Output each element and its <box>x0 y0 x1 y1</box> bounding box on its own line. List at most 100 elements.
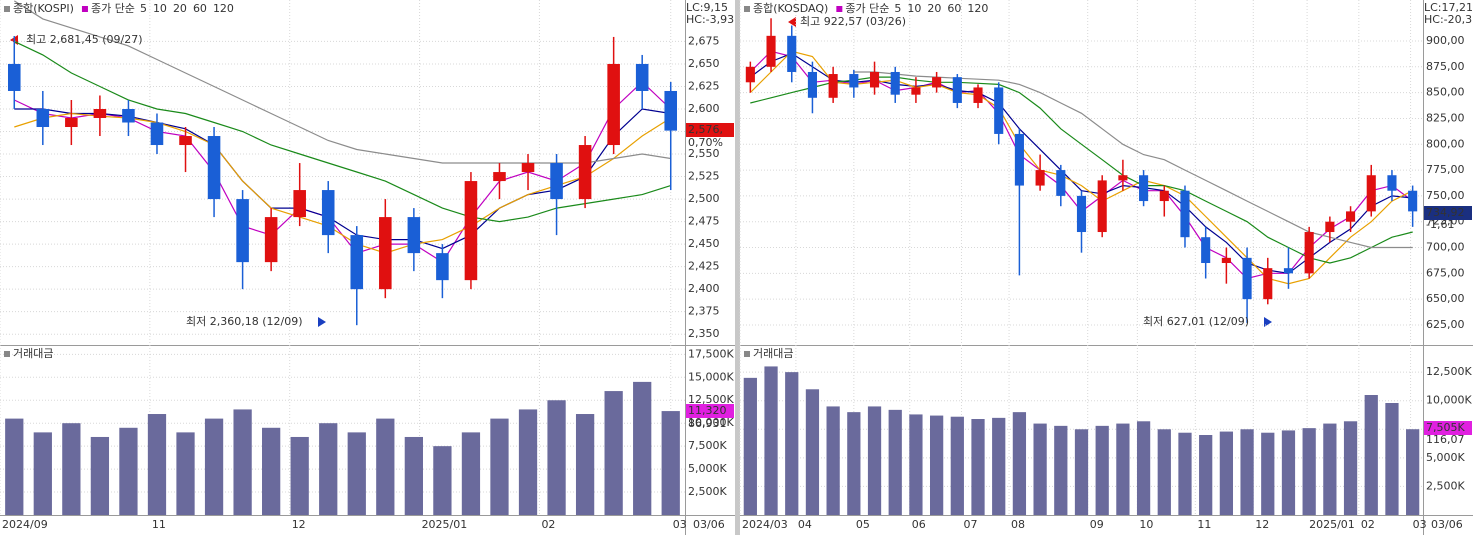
candle-body <box>1221 257 1231 264</box>
candle-body <box>1366 175 1376 212</box>
candle-body <box>264 217 278 263</box>
volume-bar <box>1199 435 1213 515</box>
y-tick-label: 7,500K <box>688 439 727 452</box>
volume-bar <box>1054 425 1068 515</box>
volume-bar <box>33 432 52 515</box>
legend-swatch <box>4 351 10 357</box>
candle-body <box>1180 190 1190 238</box>
candle-body <box>179 136 192 146</box>
volume-bar <box>950 416 964 515</box>
volume-bar <box>376 418 395 515</box>
volume-bar <box>204 418 224 515</box>
y-tick-label: 850,00 <box>1426 86 1465 99</box>
x-tick-label: 11 <box>152 518 166 531</box>
volume-bar <box>743 377 757 515</box>
ma-line <box>14 108 671 250</box>
volume-bar <box>490 418 509 515</box>
low-arrow <box>1264 317 1272 327</box>
change-tag: -1,61 <box>1426 218 1454 231</box>
price-tag: 2,576, <box>688 123 723 136</box>
x-tick-label: 02 <box>541 518 555 531</box>
x-tick-label: 08 <box>1011 518 1025 531</box>
candle-body <box>521 163 535 173</box>
volume-bar <box>262 427 281 515</box>
candle-body <box>65 118 78 128</box>
y-tick-label: 15,000K <box>688 370 734 383</box>
status-lc: LC:9,15 <box>686 1 728 14</box>
x-tick-label: 07 <box>963 518 977 531</box>
candle-body <box>1056 170 1066 196</box>
volume-tag-box <box>1424 421 1472 435</box>
candle-body <box>849 74 859 88</box>
x-tick-label: 11 <box>1197 518 1211 531</box>
candle-body <box>350 235 364 290</box>
candle-body <box>1387 175 1397 191</box>
volume-bar <box>1095 425 1109 515</box>
volume-bar <box>1136 421 1151 515</box>
x-tick-label: 12 <box>1255 518 1269 531</box>
status-hc: HC:-20,3 <box>1424 13 1472 26</box>
y-tick-label: 700,00 <box>1426 241 1465 254</box>
volume-bar <box>1178 432 1192 515</box>
volume-bar <box>433 446 452 515</box>
volume-bar <box>633 381 652 515</box>
x-tick-label: 2025/01 <box>1309 518 1355 531</box>
volume-bar <box>1240 429 1254 515</box>
candle-body <box>207 136 221 200</box>
legend-period: 5 <box>894 2 901 15</box>
volume-bar <box>888 409 902 515</box>
x-tick-label: 03 <box>1413 518 1427 531</box>
y-tick-label: 2,500K <box>688 485 727 498</box>
x-tick-label: 2024/09 <box>2 518 48 531</box>
candle-body <box>1242 257 1252 300</box>
price-annotation: 최저 2,360,18 (12/09) <box>186 315 303 328</box>
volume-bar <box>1074 429 1089 515</box>
x-tick-label: 03 <box>673 518 687 531</box>
y-tick-label: 2,375 <box>688 305 720 318</box>
high-arrow <box>788 17 796 27</box>
legend-swatch <box>744 351 750 357</box>
volume-tag-box <box>686 404 734 418</box>
candle-body <box>1035 170 1045 186</box>
candle-body <box>911 87 921 95</box>
candle-body <box>1159 190 1169 202</box>
y-tick-label: 750,00 <box>1426 189 1465 202</box>
volume-bar <box>764 366 778 515</box>
y-tick-label: 2,650 <box>688 57 720 70</box>
candle-body <box>952 77 962 103</box>
y-tick-label: 12,500K <box>1426 365 1472 378</box>
volume-bar <box>1385 403 1399 515</box>
y-tick-label: 17,500K <box>688 347 734 360</box>
candle-body <box>994 87 1004 134</box>
volume-bar <box>547 400 566 515</box>
candle-body <box>1283 268 1294 274</box>
legend-label: 종가 단순 <box>91 2 135 15</box>
volume-bar <box>90 436 110 515</box>
legend-period: 120 <box>213 2 234 15</box>
legend-period: 20 <box>927 2 941 15</box>
y-tick-label: 2,675 <box>688 34 720 47</box>
candle-body <box>869 71 880 88</box>
legend-period: 5 <box>140 2 147 15</box>
price-tag-box <box>1424 206 1472 220</box>
candle-body <box>36 108 50 128</box>
legend-period: 20 <box>173 2 187 15</box>
candle-body <box>973 87 983 103</box>
price-tag: 734,92 <box>1426 206 1465 219</box>
volume-bar <box>404 436 423 515</box>
price-tag-box <box>686 123 734 137</box>
volume-bar <box>319 423 338 515</box>
volume-bar <box>661 411 680 515</box>
x-tick-label: 10 <box>1139 518 1153 531</box>
chart-title: 종합(KOSPI) <box>13 2 74 15</box>
price-annotation: 최저 627,01 (12/09) <box>1143 315 1249 328</box>
y-tick-label: 2,400 <box>688 282 720 295</box>
ma-line <box>13 0 671 164</box>
volume-bar <box>992 417 1006 515</box>
volume-bar <box>604 391 623 515</box>
volume-bar <box>461 432 481 515</box>
x-tick-label: 02 <box>1361 518 1375 531</box>
volume-bar <box>1261 432 1275 515</box>
